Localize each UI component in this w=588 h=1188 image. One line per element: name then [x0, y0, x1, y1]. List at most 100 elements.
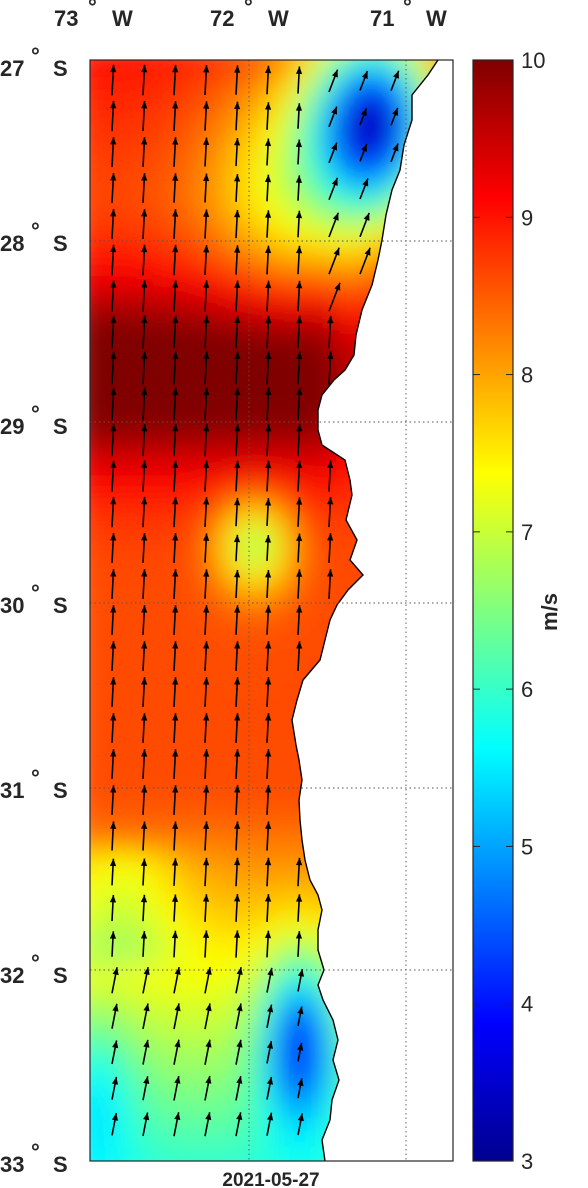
svg-text:S: S — [53, 56, 68, 81]
wind-arrow — [173, 966, 181, 994]
wind-arrow — [172, 387, 179, 421]
wind-arrow — [203, 713, 210, 743]
wind-arrow — [265, 351, 272, 385]
wind-arrow — [142, 1003, 150, 1030]
svg-text:32: 32 — [0, 963, 24, 988]
wind-arrow — [173, 1039, 181, 1065]
wind-arrow — [264, 857, 272, 887]
wind-arrow — [265, 460, 272, 492]
wind-arrow — [203, 280, 210, 312]
wind-arrow — [202, 930, 210, 958]
wind-arrow — [264, 535, 272, 561]
wind-arrow — [171, 858, 179, 886]
wind-arrow — [233, 209, 241, 239]
wind-arrow — [110, 100, 117, 132]
svg-text:31: 31 — [0, 778, 24, 803]
wind-arrow — [328, 177, 339, 201]
wind-arrow — [171, 930, 179, 958]
wind-arrow — [235, 1112, 243, 1137]
wind-vectors — [109, 64, 400, 1137]
wind-arrow — [234, 460, 241, 492]
wind-arrow — [141, 569, 148, 599]
wind-arrow — [233, 930, 241, 958]
wind-arrow — [110, 423, 117, 457]
wind-arrow — [172, 244, 179, 276]
wind-arrow — [328, 106, 338, 128]
wind-arrow — [203, 497, 210, 528]
wind-arrow — [295, 175, 303, 201]
wind-arrow — [234, 245, 241, 275]
colorbar-frame — [472, 59, 514, 1162]
wind-arrow — [204, 1039, 212, 1065]
wind-arrow — [234, 101, 241, 131]
wind-arrow — [234, 423, 241, 457]
wind-arrow — [234, 785, 241, 815]
wind-arrow — [110, 460, 117, 492]
colorbar-ticks: 3 4 5 6 7 8 9 10 — [473, 48, 545, 1174]
wind-arrow — [110, 713, 117, 743]
wind-arrow — [141, 64, 148, 96]
wind-arrow — [110, 173, 117, 203]
wind-arrow — [297, 1113, 304, 1136]
lat-label-28: 28 ° S — [0, 218, 68, 256]
wind-arrow — [172, 533, 179, 563]
wind-arrow — [203, 315, 210, 349]
wind-arrow — [296, 497, 303, 527]
wind-arrow — [110, 749, 117, 779]
wind-arrow — [203, 569, 210, 599]
wind-arrow — [233, 137, 241, 167]
coastline — [291, 60, 439, 1161]
svg-text:29: 29 — [0, 414, 24, 439]
wind-arrow — [328, 282, 341, 312]
wind-arrow — [203, 423, 210, 457]
svg-text:33: 33 — [0, 1152, 24, 1177]
svg-text:°: ° — [31, 1139, 40, 1164]
wind-arrow — [327, 569, 334, 599]
wind-arrow — [266, 1004, 274, 1028]
wind-arrow — [297, 1006, 304, 1027]
wind-arrow — [111, 1076, 119, 1100]
wind-arrow — [235, 967, 243, 994]
wind-arrow — [295, 139, 303, 165]
lat-label-33: 33 ° S — [0, 1139, 68, 1177]
wind-arrow — [264, 498, 272, 526]
wind-arrow — [233, 569, 241, 599]
wind-arrow — [234, 387, 241, 421]
wind-arrow — [141, 315, 148, 349]
wind-arrow — [234, 351, 241, 385]
wind-arrow — [141, 280, 148, 312]
wind-arrow — [264, 174, 272, 202]
wind-arrow — [110, 387, 117, 421]
wind-arrow — [296, 605, 303, 635]
wind-arrow — [359, 70, 369, 91]
wind-arrow — [235, 1075, 243, 1101]
wind-arrow — [141, 641, 148, 671]
wind-arrow — [296, 569, 303, 599]
wind-arrow — [296, 423, 303, 457]
wind-arrow — [140, 931, 148, 957]
wind-arrow — [265, 821, 272, 851]
svg-text:°: ° — [403, 0, 412, 19]
wind-arrow — [142, 1039, 150, 1065]
wind-arrow — [172, 605, 179, 635]
wind-arrow — [233, 534, 241, 562]
wind-arrow — [141, 713, 148, 743]
wind-arrow — [265, 280, 272, 312]
wind-arrow — [359, 212, 370, 238]
wind-arrow — [110, 605, 117, 635]
colorbar-tick-label: 9 — [521, 205, 533, 230]
wind-arrow — [141, 821, 148, 851]
svg-text:28: 28 — [0, 231, 24, 256]
wind-arrow — [141, 387, 148, 421]
wind-arrow — [203, 387, 210, 421]
wind-arrow — [203, 605, 210, 635]
wind-arrow — [110, 785, 117, 815]
wind-arrow — [140, 894, 148, 922]
wind-arrow — [203, 677, 210, 707]
wind-arrow — [297, 1078, 304, 1099]
wind-arrow — [203, 101, 210, 131]
svg-text:°: ° — [31, 401, 40, 426]
wind-arrow — [173, 1003, 181, 1030]
wind-arrow — [202, 857, 210, 887]
colorbar-tick-label: 4 — [521, 992, 533, 1017]
